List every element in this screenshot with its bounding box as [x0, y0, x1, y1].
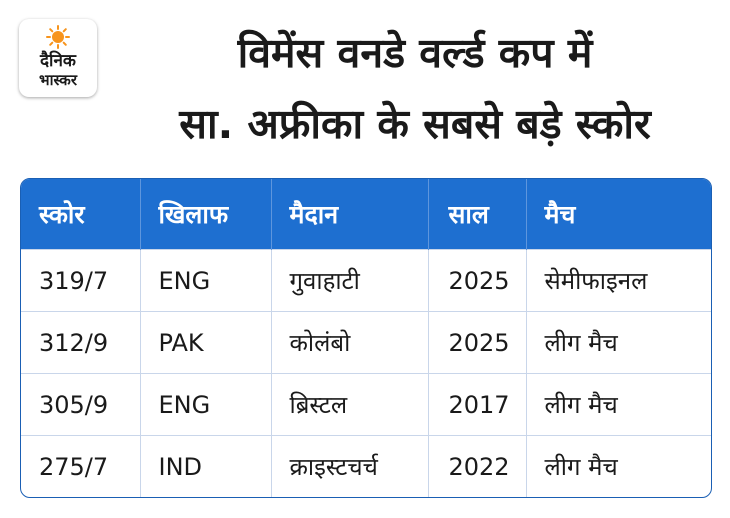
cell-year: 2025 — [428, 249, 527, 312]
cell-venue: ब्रिस्टल — [271, 373, 429, 436]
cell-match: लीग मैच — [526, 311, 711, 374]
cell-score: 305/9 — [21, 373, 141, 436]
scores-table-container: स्कोर खिलाफ मैदान साल मैच 319/7 ENG गुवा… — [20, 178, 712, 498]
cell-score: 312/9 — [21, 311, 141, 374]
table-row: 312/9 PAK कोलंबो 2025 लीग मैच — [21, 311, 711, 374]
cell-against: IND — [140, 435, 272, 497]
cell-against: ENG — [140, 373, 272, 436]
cell-against: ENG — [140, 249, 272, 312]
cell-year: 2025 — [428, 311, 527, 374]
table-header-row: स्कोर खिलाफ मैदान साल मैच — [21, 179, 711, 250]
table-row: 319/7 ENG गुवाहाटी 2025 सेमीफाइनल — [21, 249, 711, 312]
cell-match: लीग मैच — [526, 373, 711, 436]
cell-venue: गुवाहाटी — [271, 249, 429, 312]
table-row: 305/9 ENG ब्रिस्टल 2017 लीग मैच — [21, 373, 711, 436]
cell-venue: क्राइस्टचर्च — [271, 435, 429, 497]
cell-match: सेमीफाइनल — [526, 249, 711, 312]
cell-against: PAK — [140, 311, 272, 374]
cell-score: 275/7 — [21, 435, 141, 497]
dainik-bhaskar-logo: दैनिक भास्कर — [19, 19, 97, 97]
header-against: खिलाफ — [140, 179, 272, 250]
page-title-line-2: सा. अफ्रीका के सबसे बड़े स्कोर — [179, 100, 651, 148]
sun-icon — [46, 25, 70, 49]
logo-line-2: भास्कर — [39, 71, 77, 89]
page-title-line-1: विमेंस वनडे वर्ल्ड कप में — [237, 29, 593, 77]
header-venue: मैदान — [271, 179, 429, 250]
cell-year: 2017 — [428, 373, 527, 436]
header-score: स्कोर — [21, 179, 141, 250]
header-year: साल — [428, 179, 527, 250]
table-row: 275/7 IND क्राइस्टचर्च 2022 लीग मैच — [21, 435, 711, 497]
logo-line-1: दैनिक — [40, 51, 76, 71]
scores-table: स्कोर खिलाफ मैदान साल मैच 319/7 ENG गुवा… — [21, 179, 711, 497]
cell-year: 2022 — [428, 435, 527, 497]
header-match: मैच — [526, 179, 711, 250]
cell-match: लीग मैच — [526, 435, 711, 497]
cell-venue: कोलंबो — [271, 311, 429, 374]
cell-score: 319/7 — [21, 249, 141, 312]
